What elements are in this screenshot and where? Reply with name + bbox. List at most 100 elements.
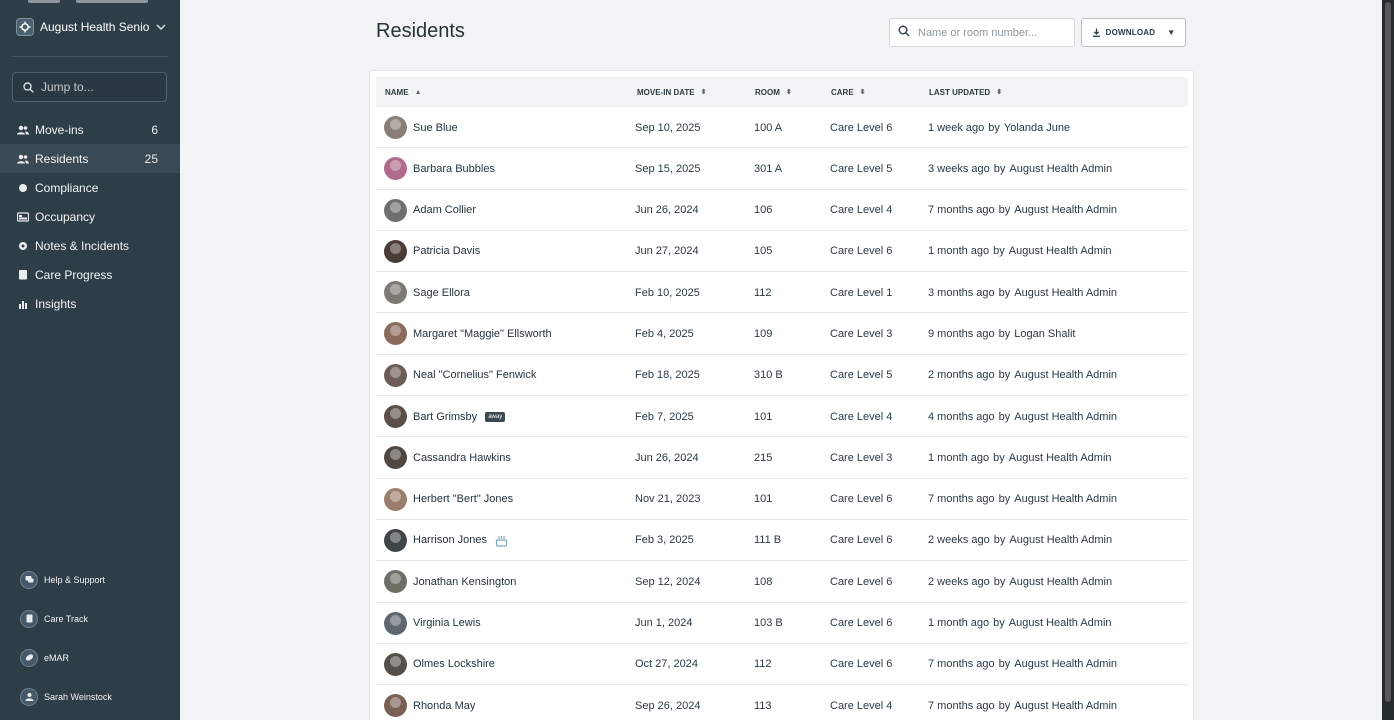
- resident-name-link[interactable]: Barbara Bubbles: [413, 162, 495, 175]
- column-header-last-updated[interactable]: LAST UPDATED ⬍: [929, 77, 1002, 107]
- avatar[interactable]: [384, 363, 407, 387]
- room-number: 101: [754, 410, 773, 423]
- column-header-name[interactable]: NAME ▲: [385, 77, 422, 107]
- resident-name-link[interactable]: Jonathan Kensington: [413, 575, 517, 588]
- resident-name-link[interactable]: Herbert "Bert" Jones: [413, 493, 514, 506]
- column-header-move-in-date[interactable]: MOVE-IN DATE ⬍: [637, 77, 707, 107]
- avatar[interactable]: [384, 570, 407, 594]
- avatar[interactable]: [384, 405, 407, 429]
- avatar[interactable]: [384, 446, 407, 470]
- avatar[interactable]: [384, 239, 407, 263]
- sidebar-item-residents[interactable]: Residents 25: [0, 144, 180, 173]
- by-label: by: [998, 699, 1011, 712]
- table-row[interactable]: Cassandra Hawkins Jun 26, 2024 215 Care …: [376, 437, 1188, 479]
- window-tab[interactable]: [28, 0, 60, 3]
- user-profile-link[interactable]: Sarah Weinstock: [20, 677, 170, 716]
- resident-name-link[interactable]: Harrison Jones: [413, 534, 487, 547]
- window-tab[interactable]: [76, 0, 148, 3]
- updated-by-user: Logan Shalit: [1014, 327, 1076, 340]
- avatar[interactable]: [384, 611, 407, 635]
- resident-name-link[interactable]: Neal "Cornelius" Fenwick: [413, 369, 537, 382]
- table-row[interactable]: Herbert "Bert" Jones Nov 21, 2023 101 Ca…: [376, 479, 1188, 520]
- avatar[interactable]: [384, 116, 407, 139]
- room-number: 101: [754, 493, 773, 506]
- resident-name-link[interactable]: Margaret "Maggie" Ellsworth: [413, 327, 552, 340]
- column-header-room[interactable]: ROOM ⬍: [755, 77, 792, 107]
- resident-name-link[interactable]: Olmes Lockshire: [413, 658, 495, 671]
- last-updated-time: 9 months ago: [928, 327, 995, 340]
- resident-name-link[interactable]: Adam Collier: [413, 204, 476, 217]
- resident-name-link[interactable]: Rhonda May: [413, 699, 476, 712]
- last-updated-time: 2 months ago: [928, 369, 995, 382]
- help-support-link[interactable]: Help & Support: [20, 560, 170, 599]
- sort-icon: ⬍: [859, 89, 866, 96]
- resident-name-cell: Neal "Cornelius" Fenwick: [384, 355, 536, 396]
- resident-name-link[interactable]: Virginia Lewis: [413, 617, 481, 630]
- resident-name-link[interactable]: Sue Blue: [413, 121, 458, 134]
- by-label: by: [998, 286, 1011, 299]
- org-switcher[interactable]: August Health Senior: [16, 16, 166, 38]
- table-row[interactable]: Adam Collier Jun 26, 2024 106 Care Level…: [376, 190, 1188, 231]
- download-button[interactable]: DOWNLOAD ▼: [1081, 18, 1186, 47]
- room-number: 100 A: [754, 121, 783, 134]
- move-in-date: Feb 4, 2025: [635, 327, 694, 340]
- resident-name-link[interactable]: Cassandra Hawkins: [413, 451, 511, 464]
- avatar[interactable]: [384, 281, 407, 305]
- scrollbar[interactable]: [1382, 0, 1394, 720]
- table-row[interactable]: Virginia Lewis Jun 1, 2024 103 B Care Le…: [376, 603, 1188, 644]
- table-row[interactable]: Rhonda May Sep 26, 2024 113 Care Level 4…: [376, 685, 1188, 720]
- scrollbar-thumb[interactable]: [1385, 2, 1391, 702]
- emar-link[interactable]: eMAR: [20, 638, 170, 677]
- move-in-date: Jun 26, 2024: [635, 451, 699, 464]
- column-header-care[interactable]: CARE ⬍: [831, 77, 866, 107]
- sidebar-item-occupancy[interactable]: Occupancy: [0, 202, 180, 231]
- jump-to-search[interactable]: [12, 72, 167, 102]
- room-number: 109: [754, 327, 773, 340]
- table-row[interactable]: Olmes Lockshire Oct 27, 2024 112 Care Le…: [376, 644, 1188, 686]
- sidebar-item-move-ins[interactable]: Move-ins 6: [0, 115, 180, 144]
- table-row[interactable]: Sage Ellora Feb 10, 2025 112 Care Level …: [376, 272, 1188, 314]
- sidebar-item-notes-incidents[interactable]: Notes & Incidents: [0, 231, 180, 260]
- by-label: by: [993, 534, 1006, 547]
- table-row[interactable]: Patricia Davis Jun 27, 2024 105 Care Lev…: [376, 231, 1188, 273]
- resident-name-link[interactable]: Patricia Davis: [413, 245, 481, 258]
- avatar[interactable]: [384, 528, 407, 552]
- window-tabs: [28, 0, 148, 3]
- updated-by-user: August Health Admin: [1014, 369, 1118, 382]
- sidebar-item-compliance[interactable]: Compliance: [0, 173, 180, 202]
- resident-name-link[interactable]: Sage Ellora: [413, 286, 470, 299]
- sidebar-item-care-progress[interactable]: Care Progress: [0, 260, 180, 289]
- room-number: 112: [754, 286, 772, 299]
- by-label: by: [998, 327, 1011, 340]
- table-row[interactable]: Bart Grimsby away Feb 7, 2025 101 Care L…: [376, 396, 1188, 438]
- care-level: Care Level 4: [830, 204, 893, 217]
- avatar[interactable]: [384, 694, 407, 718]
- avatar[interactable]: [384, 487, 407, 511]
- people-icon: [17, 153, 29, 165]
- avatar[interactable]: [384, 198, 407, 222]
- care-track-link[interactable]: Care Track: [20, 599, 170, 638]
- sort-icon: ⬍: [996, 89, 1003, 96]
- table-row[interactable]: Jonathan Kensington Sep 12, 2024 108 Car…: [376, 561, 1188, 603]
- care-level: Care Level 5: [830, 369, 893, 382]
- care-level: Care Level 6: [830, 493, 893, 506]
- sidebar-item-insights[interactable]: Insights: [0, 289, 180, 318]
- last-updated-cell: 7 months ago by August Health Admin: [928, 479, 1117, 520]
- table-row[interactable]: Barbara Bubbles Sep 15, 2025 301 A Care …: [376, 148, 1188, 190]
- avatar[interactable]: [384, 652, 407, 676]
- table-row[interactable]: Sue Blue Sep 10, 2025 100 A Care Level 6…: [376, 107, 1188, 149]
- resident-name-cell: Olmes Lockshire: [384, 644, 495, 685]
- last-updated-cell: 7 months ago by August Health Admin: [928, 190, 1117, 231]
- by-label: by: [998, 369, 1011, 382]
- avatar[interactable]: [384, 322, 407, 346]
- table-row[interactable]: Neal "Cornelius" Fenwick Feb 18, 2025 31…: [376, 355, 1188, 397]
- updated-by-user: August Health Admin: [1008, 245, 1112, 258]
- table-row[interactable]: Harrison Jones Feb 3, 2025 111 B Care Le…: [376, 520, 1188, 562]
- jump-to-input[interactable]: [41, 80, 151, 94]
- avatar[interactable]: [384, 157, 407, 181]
- resident-name-cell: Barbara Bubbles: [384, 148, 495, 189]
- table-row[interactable]: Margaret "Maggie" Ellsworth Feb 4, 2025 …: [376, 313, 1188, 355]
- resident-name-link[interactable]: Bart Grimsby: [413, 410, 478, 423]
- search-input[interactable]: [918, 26, 1068, 39]
- resident-search[interactable]: [889, 18, 1075, 47]
